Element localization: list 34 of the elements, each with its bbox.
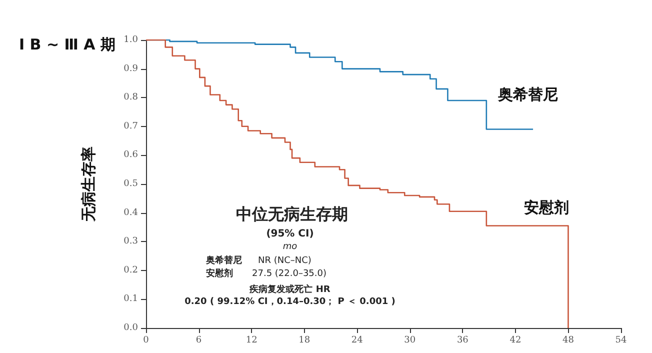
annotation: 疾病复发或死亡 HR bbox=[248, 284, 330, 295]
y-tick-label: 0.2 bbox=[124, 265, 138, 276]
y-axis-title: 无病生存率 bbox=[80, 146, 98, 222]
x-tick-label: 30 bbox=[404, 336, 416, 346]
annotation: 27.5 (22.0–35.0) bbox=[252, 269, 327, 279]
y-tick-label: 0.1 bbox=[124, 294, 138, 304]
y-tick-label: 0.5 bbox=[124, 179, 138, 189]
annotation: (95% CI) bbox=[266, 228, 314, 240]
annotation: mo bbox=[282, 242, 298, 252]
y-tick-label: 0.6 bbox=[124, 150, 138, 160]
y-tick-label: 0.9 bbox=[124, 64, 138, 74]
annotation: 安慰剂 bbox=[206, 268, 233, 279]
x-tick-label: 42 bbox=[510, 336, 522, 346]
x-tick-label: 36 bbox=[456, 336, 469, 346]
x-tick-label: 0 bbox=[143, 336, 150, 346]
annotation: 奥希替尼 bbox=[205, 255, 242, 266]
x-tick-label: 18 bbox=[298, 336, 310, 346]
y-tick-label: 0.7 bbox=[124, 121, 138, 132]
annotation: 0.20 ( 99.12% CI，0.14–0.30； P ＜ 0.001 ) bbox=[184, 297, 396, 307]
y-tick-label: 0.4 bbox=[124, 208, 138, 218]
x-tick-label: 12 bbox=[246, 336, 258, 346]
x-tick-label: 24 bbox=[351, 336, 364, 346]
y-tick-label: 1.0 bbox=[124, 35, 138, 45]
series-label: 奥希替尼 bbox=[497, 86, 558, 104]
series-label: 安慰剂 bbox=[524, 198, 569, 216]
x-tick-label: 48 bbox=[562, 336, 574, 346]
annotation: 中位无病生存期 bbox=[236, 204, 348, 224]
x-tick-label: 6 bbox=[196, 336, 202, 346]
chart-title: Ⅰ B ~ Ⅲ A 期 bbox=[19, 36, 116, 54]
y-tick-label: 0.8 bbox=[124, 92, 138, 103]
y-tick-label: 0.0 bbox=[124, 323, 138, 333]
y-tick-label: 0.3 bbox=[124, 236, 138, 247]
x-tick-label: 54 bbox=[615, 336, 627, 346]
annotation: NR (NC–NC) bbox=[258, 256, 312, 266]
